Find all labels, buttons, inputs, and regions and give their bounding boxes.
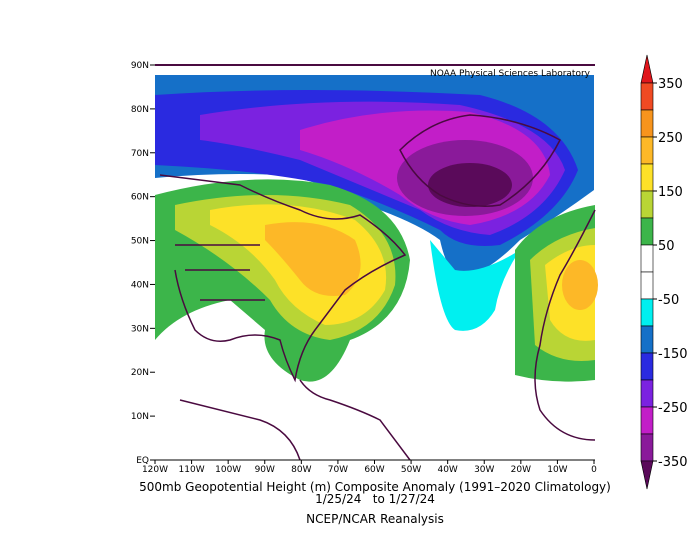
coastlines bbox=[159, 114, 596, 461]
lon-label: 30W bbox=[474, 465, 494, 475]
caption-title: 500mb Geopotential Height (m) Composite … bbox=[139, 480, 611, 494]
lat-label: 50N bbox=[131, 237, 149, 247]
colorbar-band bbox=[640, 406, 654, 435]
colorbar-band bbox=[640, 460, 654, 490]
colorbar-label: -350 bbox=[658, 455, 688, 470]
colorbar-band bbox=[640, 352, 654, 381]
lon-label: 120W bbox=[142, 465, 168, 475]
lon-label: 70W bbox=[328, 465, 348, 475]
lon-label: 10W bbox=[547, 465, 567, 475]
colorbar-band bbox=[640, 217, 654, 246]
anomaly-darkest bbox=[428, 163, 512, 207]
colorbar-band bbox=[640, 54, 654, 84]
caption-source: NCEP/NCAR Reanalysis bbox=[306, 512, 444, 526]
lon-label: 60W bbox=[364, 465, 384, 475]
lat-label: 20N bbox=[131, 368, 149, 378]
colorbar-band bbox=[640, 433, 654, 462]
colorbar-band bbox=[640, 109, 654, 138]
lat-label: EQ bbox=[136, 456, 149, 466]
map-title: NOAA Physical Sciences Laboratory bbox=[430, 69, 591, 79]
lat-label: 80N bbox=[131, 105, 149, 115]
lon-label: 50W bbox=[401, 465, 421, 475]
colorbar-band bbox=[640, 325, 654, 354]
colorbar-band bbox=[640, 136, 654, 165]
colorbar-label: 250 bbox=[658, 131, 683, 146]
lon-label: 100W bbox=[215, 465, 241, 475]
colorbar-band bbox=[640, 190, 654, 219]
lon-label: 90W bbox=[255, 465, 275, 475]
colorbar-label: -250 bbox=[658, 401, 688, 416]
lat-label: 40N bbox=[131, 280, 149, 290]
colorbar-label: 150 bbox=[658, 185, 683, 200]
lon-label: 0 bbox=[591, 465, 597, 475]
colorbar-label: 350 bbox=[658, 77, 683, 92]
lon-label: 110W bbox=[179, 465, 205, 475]
colorbar-band bbox=[640, 379, 654, 408]
map: NOAA Physical Sciences Laboratory bbox=[155, 64, 598, 461]
lat-label: 90N bbox=[131, 61, 149, 71]
caption-dates: 1/25/24 to 1/27/24 bbox=[315, 492, 435, 506]
lat-label: 70N bbox=[131, 149, 149, 159]
anomaly-orange bbox=[265, 222, 361, 296]
colorbar-band bbox=[640, 298, 654, 327]
lon-label: 80W bbox=[291, 465, 311, 475]
lon-label: 20W bbox=[511, 465, 531, 475]
lat-label: 30N bbox=[131, 324, 149, 334]
colorbar-band bbox=[640, 82, 654, 111]
colorbar-label: -50 bbox=[658, 293, 679, 308]
lon-label: 40W bbox=[437, 465, 457, 475]
lat-label: 10N bbox=[131, 412, 149, 422]
colorbar-band bbox=[640, 244, 654, 273]
colorbar-band bbox=[640, 163, 654, 192]
lat-label: 60N bbox=[131, 193, 149, 203]
anomaly-orange-east bbox=[562, 260, 598, 310]
anomaly-cyan bbox=[430, 240, 520, 331]
colorbar-label: 50 bbox=[658, 239, 675, 254]
colorbar-label: -150 bbox=[658, 347, 688, 362]
colorbar-band bbox=[640, 271, 654, 300]
